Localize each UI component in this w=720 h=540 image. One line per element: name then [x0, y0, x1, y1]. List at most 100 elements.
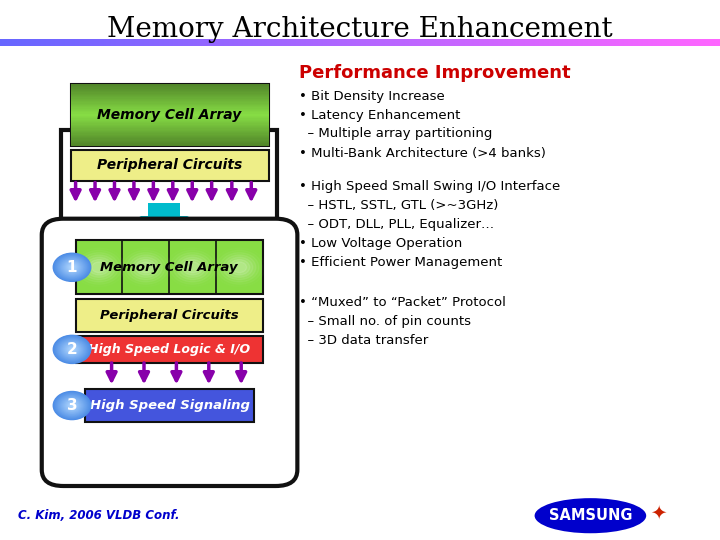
Circle shape [70, 348, 74, 351]
Circle shape [92, 262, 107, 273]
Polygon shape [148, 202, 181, 216]
Text: • Efficient Power Management: • Efficient Power Management [299, 256, 502, 269]
Circle shape [65, 344, 79, 355]
Text: • Low Voltage Operation: • Low Voltage Operation [299, 237, 462, 250]
Circle shape [86, 257, 112, 278]
Text: – Small no. of pin counts: – Small no. of pin counts [299, 315, 471, 328]
Circle shape [60, 396, 84, 415]
Text: • High Speed Small Swing I/O Interface: • High Speed Small Swing I/O Interface [299, 180, 560, 193]
Circle shape [223, 255, 256, 280]
Text: Memory Cell Array: Memory Cell Array [100, 261, 238, 274]
Circle shape [63, 260, 81, 274]
Bar [71, 150, 269, 181]
Text: High Speed Logic & I/O: High Speed Logic & I/O [88, 343, 251, 356]
Circle shape [53, 253, 91, 281]
Text: – ODT, DLL, PLL, Equalizer…: – ODT, DLL, PLL, Equalizer… [299, 218, 494, 231]
Circle shape [59, 396, 85, 415]
Circle shape [58, 339, 86, 360]
Circle shape [66, 401, 78, 410]
Circle shape [63, 399, 81, 413]
Circle shape [60, 341, 84, 358]
Circle shape [61, 397, 83, 414]
Bar [85, 389, 254, 422]
Circle shape [139, 262, 153, 273]
Circle shape [226, 257, 253, 278]
Text: – HSTL, SSTL, GTL (>~3GHz): – HSTL, SSTL, GTL (>~3GHz) [299, 199, 498, 212]
Circle shape [61, 341, 83, 357]
Circle shape [59, 258, 85, 277]
FancyBboxPatch shape [61, 130, 277, 470]
Circle shape [182, 260, 203, 275]
Text: • Multi-Bank Architecture (>4 banks): • Multi-Bank Architecture (>4 banks) [299, 147, 546, 160]
Circle shape [57, 256, 87, 279]
Circle shape [71, 404, 73, 407]
Circle shape [56, 394, 88, 417]
Text: • Bit Density Increase: • Bit Density Increase [299, 90, 444, 103]
Text: – Multiple array partitioning: – Multiple array partitioning [299, 127, 492, 140]
Circle shape [70, 404, 74, 407]
Circle shape [60, 258, 84, 276]
Bar [76, 299, 263, 332]
Circle shape [67, 264, 77, 271]
Circle shape [55, 393, 89, 418]
Circle shape [70, 266, 74, 269]
Circle shape [179, 257, 206, 278]
FancyBboxPatch shape [42, 219, 297, 486]
Text: ✦: ✦ [651, 503, 667, 523]
Circle shape [68, 403, 76, 408]
Circle shape [64, 261, 80, 273]
Circle shape [68, 402, 76, 409]
Circle shape [65, 400, 79, 411]
Circle shape [63, 261, 81, 274]
Circle shape [55, 337, 89, 362]
Circle shape [60, 259, 84, 276]
Circle shape [66, 263, 78, 272]
Text: • “Muxed” to “Packet” Protocol: • “Muxed” to “Packet” Protocol [299, 296, 505, 309]
Circle shape [68, 265, 76, 270]
Bar [76, 336, 263, 363]
Circle shape [58, 256, 86, 278]
Circle shape [186, 262, 200, 273]
Circle shape [56, 338, 88, 361]
Circle shape [176, 255, 209, 280]
Circle shape [53, 335, 91, 363]
Circle shape [58, 395, 86, 416]
Circle shape [54, 254, 90, 281]
Circle shape [59, 340, 85, 359]
Ellipse shape [534, 498, 647, 534]
Circle shape [60, 340, 84, 359]
Circle shape [56, 255, 88, 279]
Polygon shape [140, 216, 189, 229]
Circle shape [232, 262, 246, 273]
Text: • Latency Enhancement: • Latency Enhancement [299, 109, 460, 122]
Circle shape [135, 260, 156, 275]
Circle shape [53, 392, 91, 420]
Circle shape [67, 346, 77, 353]
Text: Memory Cell Array: Memory Cell Array [97, 108, 242, 122]
Circle shape [54, 392, 90, 419]
Circle shape [71, 266, 73, 268]
Circle shape [130, 255, 162, 280]
Bar [71, 84, 269, 146]
Text: SAMSUNG: SAMSUNG [549, 508, 632, 523]
Text: – 3D data transfer: – 3D data transfer [299, 334, 428, 347]
Circle shape [68, 347, 76, 352]
Circle shape [57, 338, 87, 361]
Circle shape [89, 260, 109, 275]
Text: Peripheral Circuits: Peripheral Circuits [100, 309, 238, 322]
Circle shape [64, 343, 80, 355]
Circle shape [63, 399, 81, 412]
Text: Memory Architecture Enhancement: Memory Architecture Enhancement [107, 16, 613, 43]
Circle shape [57, 394, 87, 417]
Circle shape [55, 255, 89, 280]
Circle shape [68, 264, 76, 271]
Circle shape [60, 397, 84, 414]
Text: High Speed Signaling: High Speed Signaling [89, 399, 250, 412]
Text: 1: 1 [67, 260, 77, 275]
Circle shape [83, 255, 115, 280]
Circle shape [63, 343, 81, 356]
Bar [76, 240, 263, 294]
Circle shape [65, 262, 79, 273]
Circle shape [229, 260, 250, 275]
Circle shape [66, 345, 78, 354]
